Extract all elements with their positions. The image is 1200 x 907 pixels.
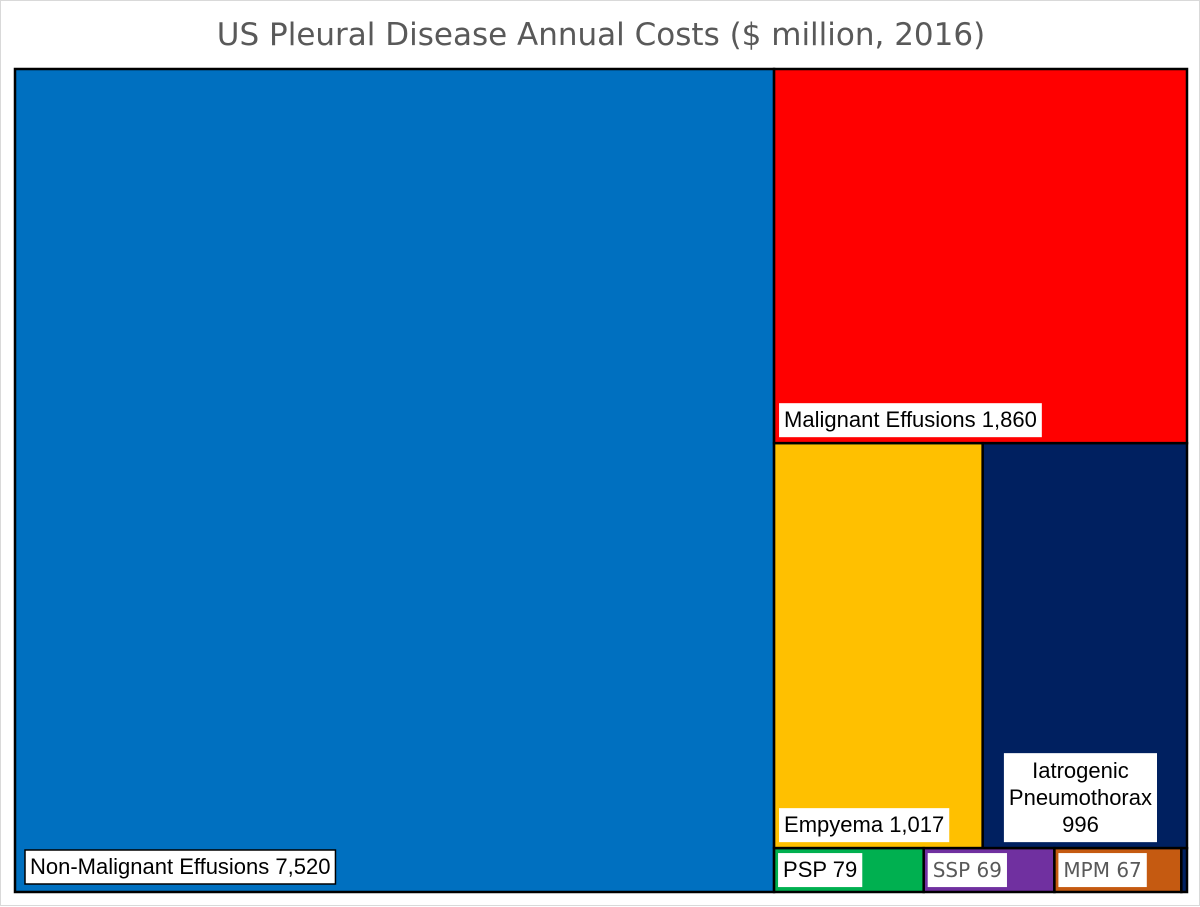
label-ssp: SSP 69 (927, 853, 1007, 888)
label-text-empyema: Empyema 1,017 (784, 812, 944, 837)
tile-non-malignant-effusions (13, 67, 776, 894)
tile-other (1180, 846, 1189, 894)
label-text-psp: PSP 79 (783, 857, 857, 882)
tile-malignant-effusions (772, 67, 1189, 445)
label-box-psp (778, 853, 863, 888)
label-psp: PSP 79 (778, 853, 863, 888)
label-empyema: Empyema 1,017 (779, 808, 950, 843)
label-box-malignant-effusions (779, 403, 1042, 438)
label-text-iatrogenic-pneumothorax-2: Pneumothorax (1009, 785, 1152, 810)
label-text-malignant-effusions: Malignant Effusions 1,860 (784, 407, 1037, 432)
label-text-mpm: MPM 67 (1063, 858, 1141, 882)
label-box-non-malignant-effusions (24, 849, 337, 885)
label-non-malignant-effusions: Non-Malignant Effusions 7,520 (24, 849, 337, 885)
label-text-ssp: SSP 69 (933, 858, 1002, 882)
tile-empyema (772, 441, 984, 850)
label-box-mpm (1058, 853, 1147, 888)
label-text-iatrogenic-pneumothorax-3: 996 (1062, 812, 1099, 837)
label-box-empyema (779, 808, 950, 843)
label-malignant-effusions: Malignant Effusions 1,860 (779, 403, 1042, 438)
chart-title: US Pleural Disease Annual Costs ($ milli… (216, 17, 986, 53)
label-box-ssp (927, 853, 1007, 888)
label-mpm: MPM 67 (1058, 853, 1147, 888)
label-text-non-malignant-effusions: Non-Malignant Effusions 7,520 (30, 854, 330, 879)
label-box-iatrogenic-pneumothorax (1003, 753, 1157, 843)
label-text-iatrogenic-pneumothorax-1: Iatrogenic (1032, 758, 1129, 783)
